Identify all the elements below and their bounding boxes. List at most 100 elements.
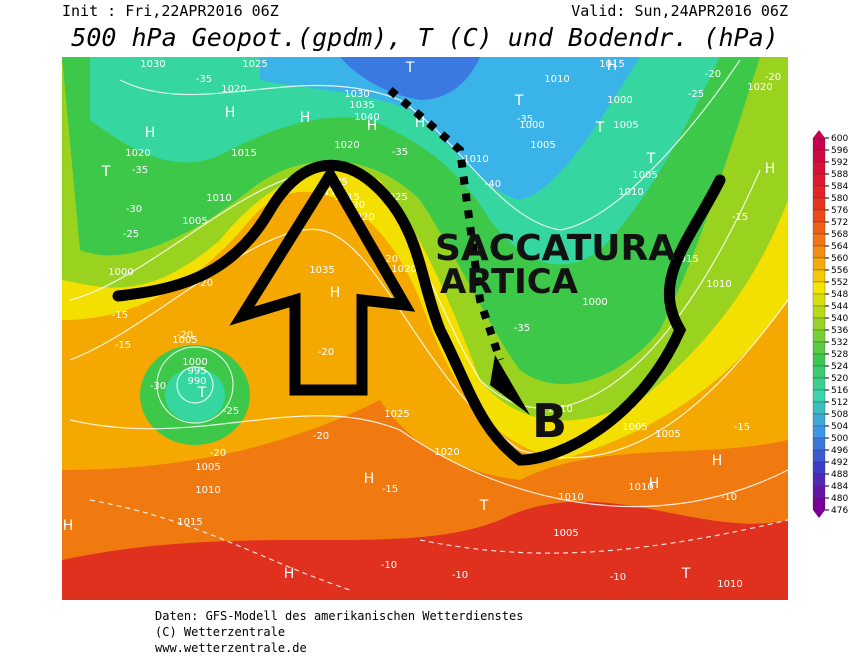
contour-label: -25: [223, 406, 239, 417]
colorbar-label: 520: [831, 374, 848, 384]
pressure-center: H: [330, 285, 341, 301]
contour-label: 1005: [182, 216, 207, 227]
pressure-center: H: [325, 183, 336, 199]
colorbar-band: [812, 437, 826, 451]
valid-time: Valid: Sun,24APR2016 06Z: [571, 2, 788, 20]
colorbar-label: 588: [831, 170, 848, 180]
colorbar-band: [812, 473, 826, 487]
pressure-center: H: [712, 453, 723, 469]
pressure-center: T: [101, 164, 111, 180]
colorbar-label: 524: [831, 362, 848, 372]
pressure-center: H: [284, 566, 295, 582]
contour-label: 1035: [349, 100, 374, 111]
colorbar-label: 504: [831, 422, 848, 432]
contour-label: -40: [485, 179, 501, 190]
map-field: [62, 57, 788, 600]
contour-label: 1020: [334, 140, 359, 151]
contour-label: -10: [721, 492, 737, 503]
trough-line: [112, 86, 726, 466]
colorbar-band: [812, 173, 826, 187]
colorbar-label: 596: [831, 146, 848, 156]
contour-label: -15: [115, 340, 131, 351]
colorbar-label: 564: [831, 242, 848, 252]
contour-label: -20: [382, 254, 398, 265]
colorbar-band: [812, 353, 826, 367]
colorbar-band: [812, 293, 826, 307]
contour-label: 1030: [140, 59, 165, 70]
colorbar-label: 572: [831, 218, 848, 228]
colorbar-label: 592: [831, 158, 848, 168]
contour-label: 1000: [519, 120, 544, 131]
contour-label: -35: [132, 165, 148, 176]
colorbar-label: 536: [831, 326, 848, 336]
colorbar-cap-top: [813, 130, 825, 138]
colorbar-label: 492: [831, 458, 848, 468]
colorbar-band: [812, 209, 826, 223]
colorbar-label: 484: [831, 482, 848, 492]
colorbar-band: [812, 185, 826, 199]
colorbar-band: [812, 461, 826, 475]
colorbar-band: [812, 341, 826, 355]
pressure-center: H: [649, 476, 660, 492]
footer-copyright: (C) Wetterzentrale: [155, 625, 285, 639]
contour-label: 1000: [108, 267, 133, 278]
contour-label: 1005: [530, 140, 555, 151]
colorbar-band: [812, 281, 826, 295]
colorbar-label: 556: [831, 266, 848, 276]
contour-label: -15: [732, 212, 748, 223]
colorbar-band: [812, 401, 826, 415]
contour-label: 1025: [242, 59, 267, 70]
colorbar-band: [812, 389, 826, 403]
colorbar-band: [812, 269, 826, 283]
contour-label: -35: [196, 74, 212, 85]
pressure-center: T: [595, 120, 605, 136]
colorbar-band: [812, 413, 826, 427]
colorbar-band: [812, 377, 826, 391]
trough-label: SACCATURA: [435, 228, 676, 269]
colorbar-band: [812, 197, 826, 211]
colorbar-band: [812, 137, 826, 151]
colorbar-band: [812, 449, 826, 463]
colorbar-label: 552: [831, 278, 848, 288]
contour-label: 1010: [628, 482, 653, 493]
colorbar-band: [812, 365, 826, 379]
contour-label: -15: [382, 484, 398, 495]
colorbar-label: 496: [831, 446, 848, 456]
pressure-center: T: [405, 60, 415, 76]
contour-label: 1010: [544, 74, 569, 85]
colorbar-band: [812, 245, 826, 259]
contour-label: -30: [349, 200, 365, 211]
contour-label: 1005: [553, 528, 578, 539]
colorbar-band: [812, 329, 826, 343]
contour-label: 1015: [599, 59, 624, 70]
trough-label-2: ARTICA: [440, 262, 579, 302]
contour-label: 1010: [206, 193, 231, 204]
pressure-center: H: [367, 118, 378, 134]
contour-label: 1010: [463, 154, 488, 165]
contour-label: 1010: [717, 579, 742, 590]
pressure-center: H: [63, 518, 74, 534]
contour-label: 1005: [655, 429, 680, 440]
pressure-center: H: [765, 161, 776, 177]
contour-label: -20: [765, 72, 781, 83]
pressure-center: T: [646, 151, 656, 167]
colorbar-band: [812, 221, 826, 235]
colorbar-label: 560: [831, 254, 848, 264]
contour-label: -10: [610, 572, 626, 583]
contour-label: -15: [112, 310, 128, 321]
dotted-arrow-head: [490, 355, 530, 415]
pressure-center: H: [415, 115, 426, 131]
low-label: B: [532, 394, 567, 448]
colorbar-label: 600: [831, 134, 848, 144]
contour-label: -10: [452, 570, 468, 581]
colorbar-label: 488: [831, 470, 848, 480]
contour-label: 1005: [622, 422, 647, 433]
colorbar-band: [812, 317, 826, 331]
contour-label: 1005: [613, 120, 638, 131]
pressure-center: H: [607, 58, 618, 74]
pressure-center: H: [364, 471, 375, 487]
contour-label: 1000: [607, 95, 632, 106]
contour-label: 1020: [349, 212, 374, 223]
